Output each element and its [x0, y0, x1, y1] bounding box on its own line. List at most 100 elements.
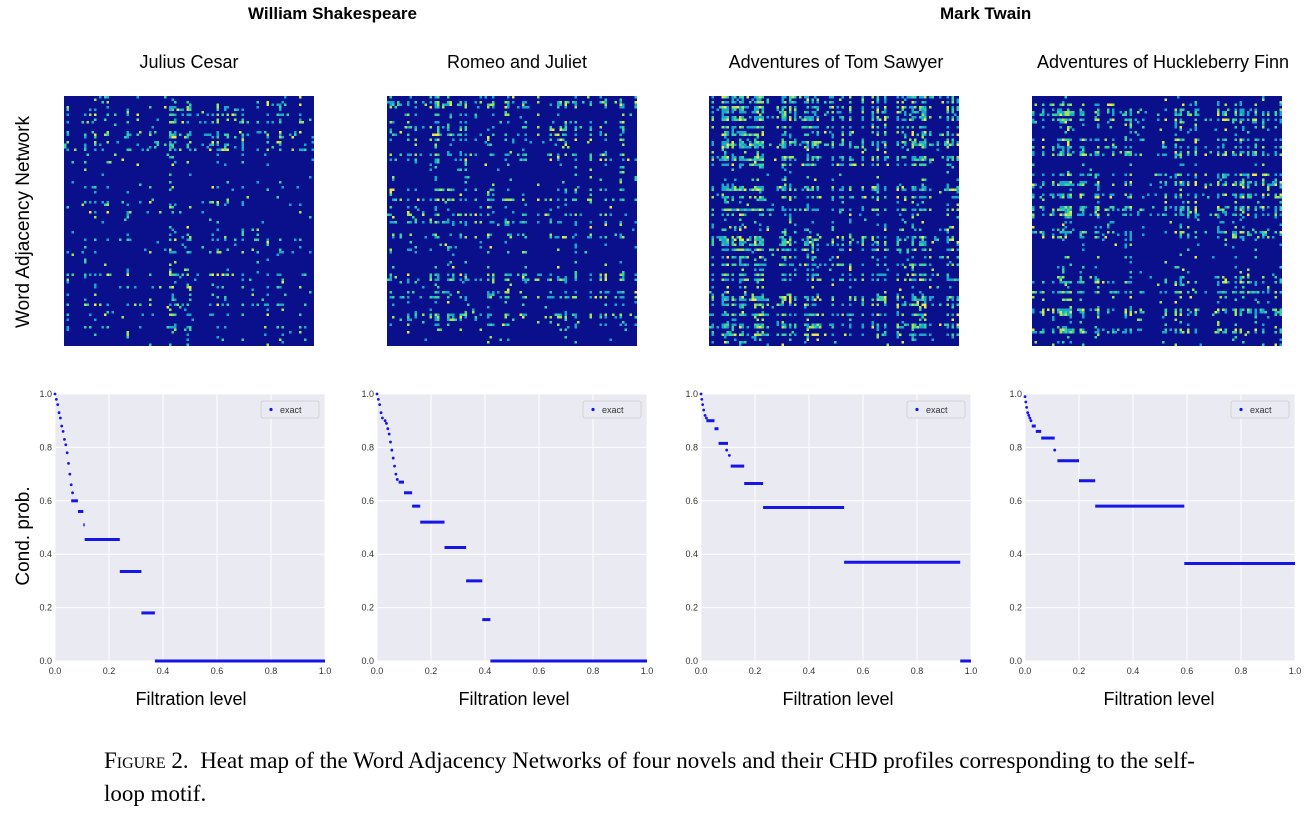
- data-point: [378, 403, 382, 407]
- x-tick-label: 1.0: [1289, 666, 1302, 676]
- data-point: [375, 392, 379, 396]
- row-label-profile: Cond. prob.: [13, 486, 34, 586]
- x-tick-label: 0.2: [1073, 666, 1086, 676]
- legend-marker: [915, 407, 919, 412]
- novel-title-romeo-juliet: Romeo and Juliet: [446, 52, 588, 72]
- data-point: [700, 397, 704, 401]
- x-tick-label: 1.0: [965, 666, 978, 676]
- data-point: [701, 403, 705, 407]
- legend-label: exact: [1250, 405, 1272, 415]
- row-label-heatmap: Word Adjacency Network: [13, 116, 34, 328]
- y-tick-label: 0.2: [1009, 603, 1022, 613]
- y-tick-label: 0.8: [685, 442, 698, 452]
- x-tick-label: 0.0: [371, 666, 384, 676]
- data-point: [1024, 400, 1028, 404]
- heatmap-huckleberry-finn: [1032, 96, 1282, 346]
- data-point: [65, 451, 69, 455]
- data-point: [63, 437, 66, 441]
- data-point: [395, 478, 399, 481]
- data-point: [727, 454, 731, 457]
- data-point: [381, 416, 384, 420]
- y-tick-label: 0.6: [39, 496, 52, 506]
- data-point: [379, 411, 383, 415]
- y-tick-label: 1.0: [361, 389, 374, 399]
- author-heading-twain: Mark Twain: [940, 4, 1032, 23]
- novel-title-tom-sawyer: Adventures of Tom Sawyer: [728, 52, 944, 72]
- data-point: [1029, 419, 1033, 423]
- x-tick-label: 0.4: [803, 666, 816, 676]
- y-tick-label: 0.8: [361, 442, 374, 452]
- data-point: [387, 432, 391, 436]
- data-point: [391, 456, 395, 460]
- x-tick-label: 0.0: [695, 666, 708, 676]
- series-exact: [53, 392, 325, 663]
- x-axis-label-huckleberry-finn: Filtration level: [1103, 689, 1215, 709]
- data-point: [393, 464, 396, 468]
- legend: exact: [1230, 400, 1290, 419]
- heatmap-cells: [387, 96, 637, 344]
- author-heading-shakespeare: William Shakespeare: [248, 4, 417, 23]
- legend-marker: [269, 407, 273, 412]
- x-axis-label-julius-cesar: Filtration level: [135, 689, 247, 709]
- heatmap-cells: [64, 96, 314, 346]
- data-point: [1027, 413, 1031, 417]
- data-point: [54, 397, 58, 401]
- y-tick-label: 0.4: [39, 549, 52, 559]
- novel-title-julius-cesar: Julius Cesar: [139, 52, 239, 72]
- plot-area: [377, 394, 647, 661]
- data-point: [1028, 416, 1032, 420]
- series-exact: [375, 392, 647, 663]
- data-point: [71, 491, 74, 495]
- y-tick-label: 1.0: [39, 389, 52, 399]
- x-tick-label: 0.8: [587, 666, 600, 676]
- data-point: [376, 397, 380, 401]
- y-tick-label: 0.8: [1009, 442, 1022, 452]
- data-point: [702, 408, 706, 412]
- heatmap-tom-sawyer: [709, 96, 959, 346]
- y-tick-label: 0.0: [361, 656, 374, 666]
- data-point: [699, 392, 703, 396]
- y-tick-label: 0.6: [361, 496, 374, 506]
- x-tick-label: 1.0: [641, 666, 654, 676]
- data-point: [60, 424, 64, 428]
- gridlines: [1024, 393, 1296, 662]
- data-point: [386, 427, 390, 431]
- series-exact: [699, 392, 971, 663]
- x-axis-label-tom-sawyer: Filtration level: [782, 689, 894, 709]
- x-tick-label: 0.8: [911, 666, 924, 676]
- data-point: [53, 392, 57, 396]
- data-point: [64, 443, 68, 447]
- figure-caption-text: Heat map of the Word Adjacency Networks …: [104, 748, 1195, 806]
- legend-marker: [1239, 407, 1243, 412]
- y-tick-label: 0.4: [685, 549, 698, 559]
- x-tick-label: 0.2: [749, 666, 762, 676]
- y-tick-label: 0.4: [1009, 549, 1022, 559]
- x-tick-label: 0.2: [425, 666, 438, 676]
- gridlines: [700, 393, 972, 662]
- data-point: [705, 416, 708, 420]
- y-tick-label: 0.4: [361, 549, 374, 559]
- data-point: [383, 419, 387, 423]
- chd-profile-romeo-juliet: 0.0 0.2 0.4 0.6 0.8 1.0 0.0 0.2 0.4 0.6 0.8 1.0 exac…: [361, 388, 653, 676]
- x-tick-label: 0.6: [1181, 666, 1194, 676]
- data-point: [1026, 411, 1030, 415]
- data-point: [703, 413, 707, 417]
- y-tick-label: 0.2: [361, 603, 374, 613]
- heatmap-cells: [1032, 96, 1282, 346]
- novel-title-huckleberry-finn: Adventures of Huckleberry Finn: [1036, 52, 1290, 72]
- data-point: [1025, 405, 1029, 409]
- data-point: [389, 440, 392, 444]
- y-tick-label: 0.2: [685, 603, 698, 613]
- x-axis-label-romeo-juliet: Filtration level: [458, 689, 570, 709]
- plot-area: [701, 394, 971, 661]
- x-tick-label: 0.6: [857, 666, 870, 676]
- chd-profile-huckleberry-finn: 0.0 0.2 0.4 0.6 0.8 1.0 0.0 0.2 0.4 0.6 0.8 1.0 exac…: [1009, 388, 1301, 676]
- data-point: [69, 483, 73, 487]
- x-tick-label: 0.6: [211, 666, 224, 676]
- data-point: [390, 448, 394, 452]
- y-tick-label: 0.0: [685, 656, 698, 666]
- data-point: [725, 448, 729, 452]
- x-tick-label: 0.8: [1235, 666, 1248, 676]
- data-point: [56, 403, 60, 407]
- y-tick-label: 0.2: [39, 603, 52, 613]
